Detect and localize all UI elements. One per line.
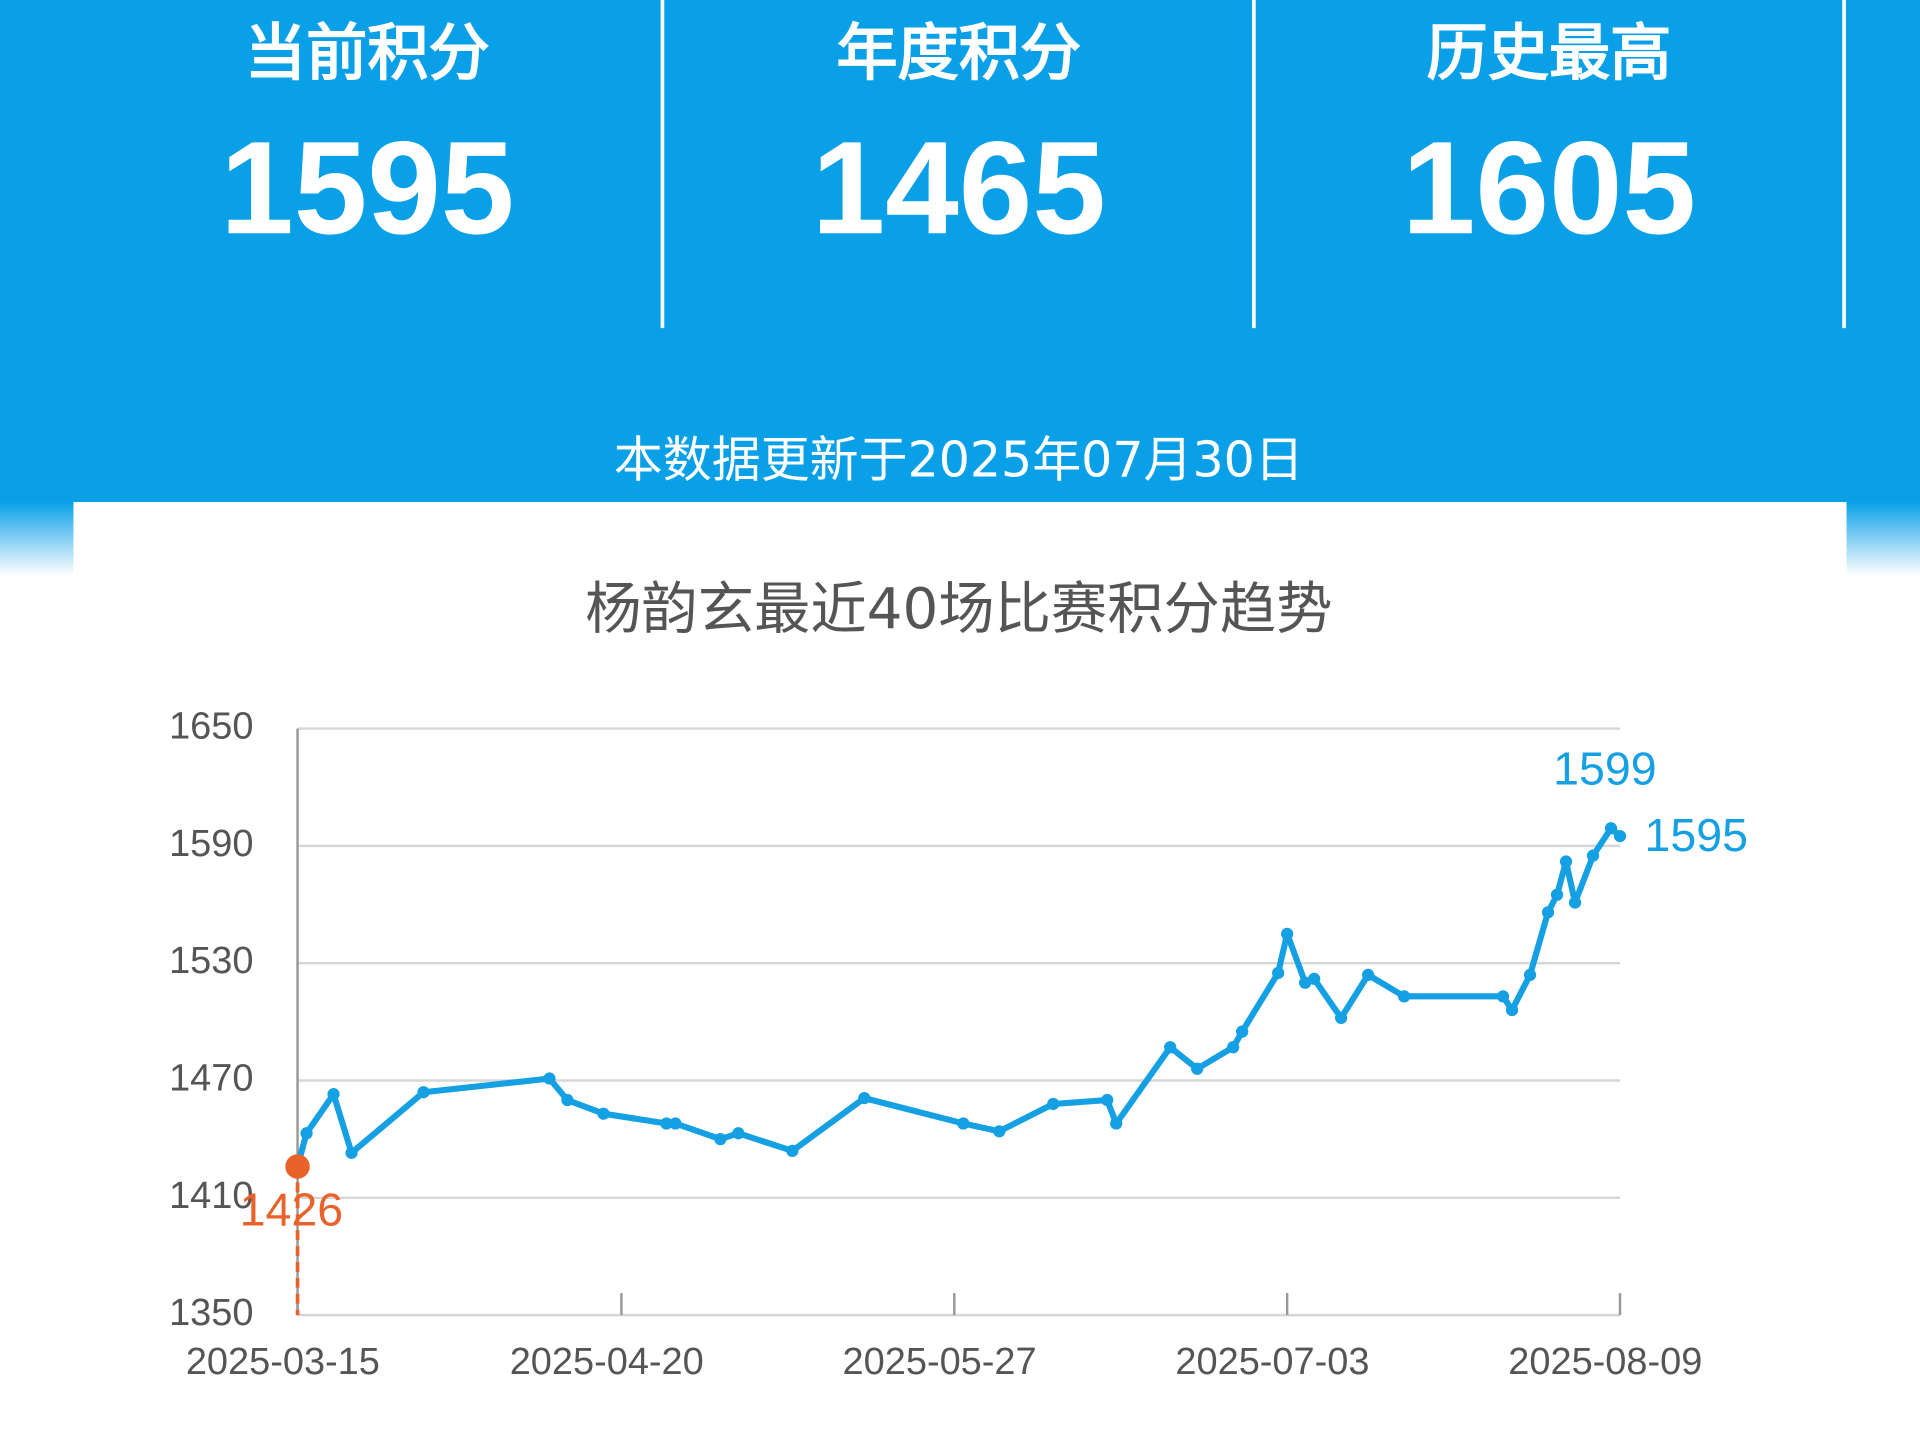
header-bg (0, 0, 1920, 505)
plot: 1350 1410 1470 1530 1590 1650 2025-03-15 2025-0… (169, 706, 1748, 1384)
stat-value: 1465 (812, 114, 1106, 262)
x-tick-label: 2025-08-09 (1508, 1341, 1702, 1383)
point (1613, 829, 1627, 843)
point (1550, 888, 1564, 901)
point (660, 1117, 673, 1130)
y-tick-label: 1470 (169, 1058, 253, 1100)
point (1110, 1117, 1123, 1130)
point (1308, 972, 1321, 985)
point (1541, 906, 1555, 919)
y-tick-label: 1350 (169, 1292, 253, 1334)
point (327, 1088, 340, 1101)
point (1496, 990, 1510, 1003)
point (1191, 1062, 1204, 1075)
point (1523, 968, 1537, 982)
stat-label: 历史最高 (1427, 18, 1672, 89)
point (1397, 990, 1411, 1003)
point (1227, 1041, 1240, 1054)
point (669, 1117, 682, 1130)
value-label: 1595 (1644, 809, 1747, 861)
chart-title: 杨韵玄最近40场比赛积分趋势 (585, 577, 1332, 642)
update-note: 本数据更新于2025年07月30日 (614, 431, 1304, 488)
point (1568, 896, 1582, 909)
y-tick-label: 1530 (169, 940, 253, 982)
point (417, 1086, 430, 1099)
point (597, 1107, 610, 1120)
point (1505, 1003, 1519, 1017)
stat-label: 年度积分 (836, 18, 1081, 89)
y-tick-label: 1590 (169, 823, 253, 865)
point (1281, 927, 1294, 940)
y-tick-label: 1410 (169, 1175, 253, 1217)
chart-card (73, 502, 1847, 1440)
x-tick-label: 2025-05-27 (843, 1341, 1037, 1383)
x-tick-label: 2025-07-03 (1175, 1341, 1369, 1383)
point (1101, 1093, 1114, 1107)
value-label: 1426 (240, 1183, 343, 1235)
point (786, 1144, 799, 1157)
point (1604, 822, 1618, 835)
value-label: 1599 (1553, 742, 1656, 794)
point (345, 1146, 358, 1159)
x-tick-label: 2025-04-20 (510, 1341, 704, 1383)
point (285, 1154, 310, 1179)
stat-value: 1595 (220, 114, 514, 262)
point (1559, 855, 1573, 868)
point (714, 1133, 727, 1146)
stat-value: 1605 (1402, 114, 1696, 262)
point (1586, 849, 1600, 862)
point (300, 1127, 313, 1140)
point (543, 1072, 556, 1085)
point (1272, 966, 1285, 980)
point (993, 1125, 1006, 1138)
line (294, 825, 1623, 1168)
stat-label: 当前积分 (245, 18, 490, 89)
x-tick-label: 2025-03-15 (186, 1341, 380, 1383)
point (1361, 968, 1375, 982)
point (561, 1093, 574, 1107)
y-tick-label: 1650 (169, 706, 253, 748)
point (1236, 1025, 1249, 1038)
point (957, 1117, 970, 1130)
point (1334, 1011, 1348, 1025)
point (858, 1091, 871, 1105)
point (1164, 1041, 1177, 1054)
point (732, 1127, 745, 1140)
point (1047, 1097, 1060, 1111)
